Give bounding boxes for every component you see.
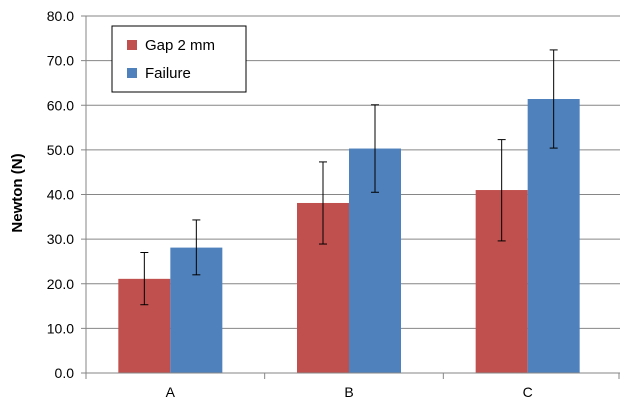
y-axis-title: Newton (N): [9, 153, 26, 232]
x-tick-label: C: [523, 384, 533, 400]
y-tick-label: 50.0: [47, 142, 74, 158]
y-tick-label: 30.0: [47, 231, 74, 247]
error-bars: [140, 49, 558, 306]
tick-labels: 0.0 10.0 20.0 30.0 40.0 50.0 60.0 70.0 80.0 A B C: [47, 8, 533, 400]
x-tick-label: B: [344, 384, 353, 400]
bars: [118, 99, 580, 373]
y-tick-label: 0.0: [55, 365, 75, 381]
legend-swatch-gap: [127, 40, 137, 50]
y-tick-label: 40.0: [47, 187, 74, 203]
legend-label-failure: Failure: [145, 65, 191, 82]
legend: Gap 2 mm Failure: [111, 25, 247, 93]
x-tick-label: A: [166, 384, 176, 400]
y-tick-label: 10.0: [47, 320, 74, 336]
axes: [81, 15, 620, 379]
y-tick-label: 20.0: [47, 276, 74, 292]
legend-swatch-failure: [127, 68, 137, 78]
y-tick-label: 60.0: [47, 97, 74, 113]
legend-label-gap: Gap 2 mm: [145, 37, 215, 54]
y-tick-label: 80.0: [47, 8, 74, 24]
y-tick-label: 70.0: [47, 53, 74, 69]
legend-box: [111, 25, 247, 93]
